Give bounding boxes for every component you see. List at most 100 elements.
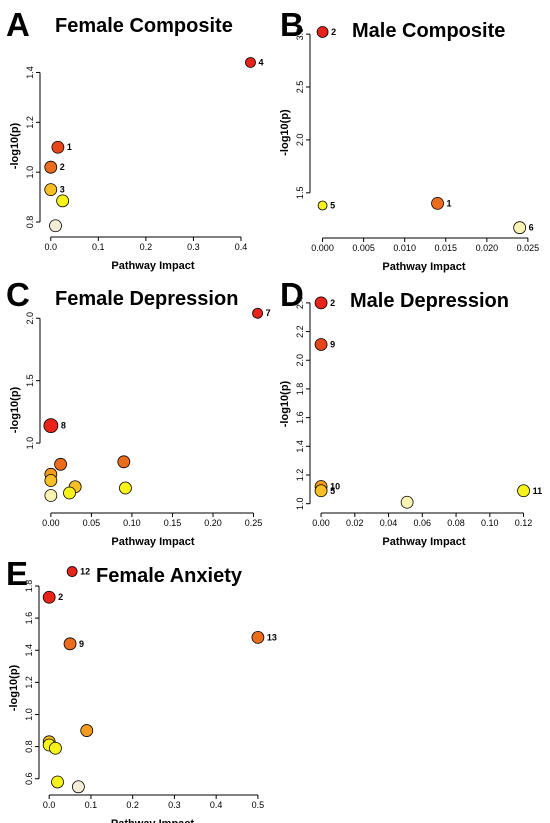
y-tick-label: 1.2 xyxy=(25,116,35,129)
data-point xyxy=(252,307,263,319)
point-label: 11 xyxy=(533,486,543,496)
x-tick-label: 0.4 xyxy=(235,242,248,252)
y-tick-label: 2.0 xyxy=(295,354,305,367)
y-tick-label: 1.0 xyxy=(24,708,34,721)
y-tick-label: 3.0 xyxy=(295,28,305,41)
point-label: 9 xyxy=(330,339,335,349)
x-axis-label: Pathway Impact xyxy=(382,536,465,548)
point-label: 2 xyxy=(60,162,65,172)
data-point xyxy=(43,418,59,434)
point-label: 5 xyxy=(330,200,335,210)
data-point xyxy=(51,140,65,154)
x-tick-label: 0.20 xyxy=(204,518,222,528)
data-point xyxy=(317,200,328,211)
point-label: 8 xyxy=(61,421,66,431)
point-label: 4 xyxy=(258,57,263,67)
y-axis-label: -log10(p) xyxy=(279,109,291,156)
y-tick-label: 1.0 xyxy=(295,497,305,510)
point-label: 2 xyxy=(58,592,63,602)
chart-title: Female Composite xyxy=(55,15,233,37)
x-tick-label: 0.15 xyxy=(164,518,182,528)
point-label: 2 xyxy=(330,298,335,308)
x-tick-label: 0.4 xyxy=(210,800,223,810)
y-tick-label: 1.4 xyxy=(25,66,35,79)
x-tick-label: 0.3 xyxy=(187,242,200,252)
x-tick-label: 0.015 xyxy=(434,243,457,253)
point-label: 1 xyxy=(67,142,72,152)
chart-title: Male Depression xyxy=(350,290,509,312)
x-axis-label: Pathway Impact xyxy=(382,261,465,273)
x-tick-label: 0.0 xyxy=(44,242,57,252)
point-label: 13 xyxy=(267,632,277,642)
data-point xyxy=(66,566,78,577)
data-point xyxy=(44,160,58,174)
data-point xyxy=(314,484,328,498)
data-point xyxy=(51,775,64,789)
y-tick-label: 1.8 xyxy=(24,580,34,593)
x-tick-label: 0.1 xyxy=(92,242,105,252)
x-tick-label: 0.10 xyxy=(481,518,499,528)
x-tick-label: 0.02 xyxy=(346,518,364,528)
y-tick-label: 0.8 xyxy=(24,740,34,753)
data-point xyxy=(42,590,56,604)
x-tick-label: 0.2 xyxy=(140,242,153,252)
y-tick-label: 1.4 xyxy=(24,644,34,657)
data-point xyxy=(400,495,414,509)
x-tick-label: 0.00 xyxy=(42,518,60,528)
y-tick-label: 0.6 xyxy=(24,772,34,785)
data-point xyxy=(49,741,62,755)
point-label: 7 xyxy=(266,308,271,318)
data-point xyxy=(80,724,94,737)
x-tick-label: 0.10 xyxy=(123,518,141,528)
x-tick-label: 0.08 xyxy=(447,518,465,528)
panel-letter: C xyxy=(6,276,30,313)
panel-b: B Male Composite 0.000 0.005 0.010 0.015 0.020… xyxy=(279,6,539,273)
x-tick-label: 0.5 xyxy=(252,800,265,810)
y-tick-label: 1.5 xyxy=(25,374,35,387)
y-tick-label: 1.6 xyxy=(295,411,305,424)
x-tick-label: 0.0 xyxy=(43,800,56,810)
point-label: 5 xyxy=(330,486,335,496)
point-label: 2 xyxy=(331,27,336,37)
data-point xyxy=(49,219,62,233)
x-axis-label: Pathway Impact xyxy=(111,536,194,548)
data-point xyxy=(44,183,58,197)
y-tick-label: 1.0 xyxy=(25,166,35,179)
y-tick-label: 1.8 xyxy=(295,383,305,396)
data-point xyxy=(119,481,132,495)
y-tick-label: 2.0 xyxy=(25,312,35,325)
x-tick-label: 0.020 xyxy=(476,243,499,253)
y-tick-label: 1.5 xyxy=(295,187,305,200)
y-tick-label: 1.4 xyxy=(295,440,305,453)
data-point xyxy=(71,780,85,794)
x-tick-label: 0.06 xyxy=(414,518,432,528)
y-tick-label: 1.0 xyxy=(25,437,35,450)
panel-a: A Female Composite 0.0 0.1 0.2 0.3 0.4 0.8 1.0 1.… xyxy=(6,6,264,272)
x-tick-label: 0.04 xyxy=(380,518,398,528)
data-point xyxy=(54,457,67,471)
data-point xyxy=(245,57,256,68)
data-point xyxy=(56,194,70,208)
data-point xyxy=(431,196,444,210)
point-label: 12 xyxy=(80,567,90,577)
y-axis-label: -log10(p) xyxy=(8,664,20,711)
y-tick-label: 2.2 xyxy=(295,325,305,338)
x-tick-label: 0.12 xyxy=(515,518,533,528)
x-tick-label: 0.1 xyxy=(85,800,98,810)
point-label: 9 xyxy=(79,639,84,649)
y-tick-label: 2.5 xyxy=(295,81,305,94)
x-tick-label: 0.2 xyxy=(126,800,139,810)
x-tick-label: 0.000 xyxy=(311,243,334,253)
data-point xyxy=(316,26,329,38)
x-axis-label: Pathway Impact xyxy=(111,260,194,272)
y-axis-label: -log10(p) xyxy=(9,386,21,433)
chart-title: Female Depression xyxy=(55,288,238,310)
x-axis-label: Pathway Impact xyxy=(111,818,194,823)
y-axis-label: -log10(p) xyxy=(279,380,291,427)
data-point xyxy=(314,338,328,351)
data-point xyxy=(63,637,77,651)
y-axis-label: -log10(p) xyxy=(9,122,21,169)
x-tick-label: 0.3 xyxy=(168,800,181,810)
data-point xyxy=(513,221,527,235)
